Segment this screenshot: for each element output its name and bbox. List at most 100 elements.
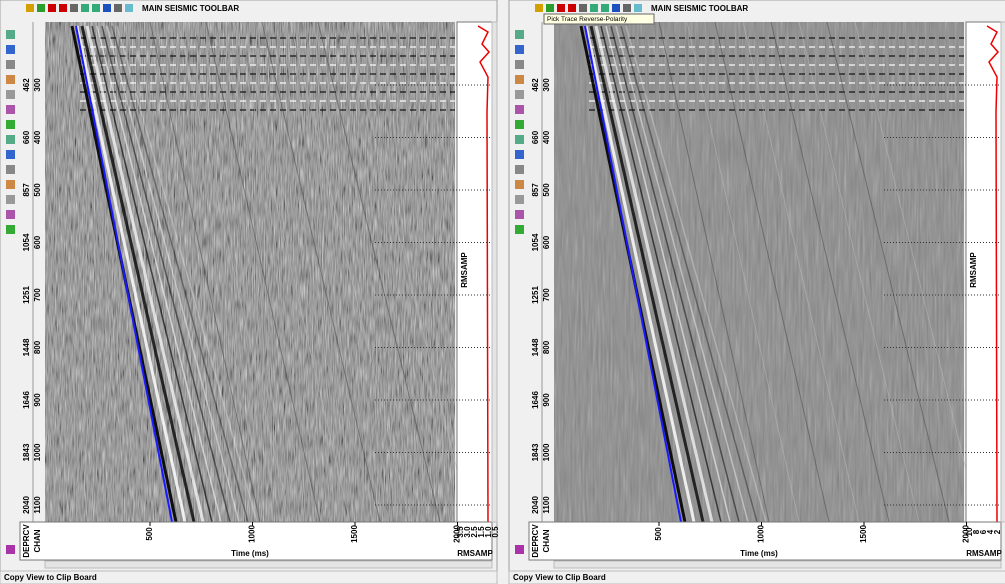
side-icon[interactable] <box>6 60 15 69</box>
chan-tick-label: 1000 <box>33 443 42 461</box>
side-icon[interactable] <box>6 90 15 99</box>
x-tick-label: 500 <box>145 527 154 541</box>
side-icon[interactable] <box>515 150 524 159</box>
side-icon[interactable] <box>6 180 15 189</box>
x-tick-label: 1000 <box>757 525 766 543</box>
toolbar-icon[interactable] <box>568 4 576 12</box>
status-text: Copy View to Clip Board <box>4 573 97 582</box>
toolbar-icon[interactable] <box>557 4 565 12</box>
side-icon[interactable] <box>6 150 15 159</box>
toolbar-icon[interactable] <box>48 4 56 12</box>
toolbar-icon[interactable] <box>37 4 45 12</box>
toolbar-icon[interactable] <box>70 4 78 12</box>
v-scrollbar[interactable] <box>492 22 497 522</box>
left-axis-label: DEPRCV <box>22 524 31 558</box>
side-icon[interactable] <box>515 120 524 129</box>
toolbar-icon[interactable] <box>92 4 100 12</box>
side-icon[interactable] <box>6 105 15 114</box>
h-scrollbar[interactable] <box>45 561 492 568</box>
side-icon[interactable] <box>515 75 524 84</box>
side-icon[interactable] <box>6 120 15 129</box>
toolbar-icon[interactable] <box>535 4 543 12</box>
side-icon[interactable] <box>6 210 15 219</box>
side-icon[interactable] <box>6 165 15 174</box>
deprcv-tick-label: 1646 <box>22 391 31 409</box>
chan-tick-label: 1100 <box>542 496 551 514</box>
seismic-noise <box>554 22 964 522</box>
deprcv-tick-label: 462 <box>22 78 31 92</box>
toolbar-icon[interactable] <box>59 4 67 12</box>
chan-tick-label: 600 <box>542 235 551 249</box>
toolbar-icon[interactable] <box>103 4 111 12</box>
chan-tick-label: 400 <box>542 130 551 144</box>
x-axis-label: Time (ms) <box>231 549 269 558</box>
x-tick-label: 1500 <box>859 525 868 543</box>
toolbar-title: MAIN SEISMIC TOOLBAR <box>142 4 239 13</box>
chan-tick-label: 500 <box>33 183 42 197</box>
v-scrollbar[interactable] <box>1001 22 1005 522</box>
side-icon[interactable] <box>6 45 15 54</box>
side-icon[interactable] <box>515 180 524 189</box>
left-axis-label: DEPRCV <box>531 524 540 558</box>
toolbar-icon[interactable] <box>81 4 89 12</box>
side-icon[interactable] <box>515 90 524 99</box>
rms-axis-label: RMSAMP <box>966 549 1002 558</box>
deprcv-tick-label: 1646 <box>531 391 540 409</box>
side-icon[interactable] <box>6 135 15 144</box>
toolbar-icon[interactable] <box>579 4 587 12</box>
side-icon[interactable] <box>6 225 15 234</box>
deprcv-tick-label: 857 <box>22 183 31 197</box>
chan-tick-label: 900 <box>542 393 551 407</box>
side-icon[interactable] <box>515 165 524 174</box>
deprcv-tick-label: 2040 <box>531 496 540 514</box>
side-icon[interactable] <box>6 30 15 39</box>
h-scrollbar[interactable] <box>554 561 1001 568</box>
toolbar-icon[interactable] <box>26 4 34 12</box>
deprcv-tick-label: 1054 <box>22 233 31 251</box>
chan-tick-label: 600 <box>33 235 42 249</box>
deprcv-tick-label: 1251 <box>531 286 540 304</box>
side-icon[interactable] <box>515 45 524 54</box>
chan-tick-label: 900 <box>33 393 42 407</box>
toolbar-icon[interactable] <box>114 4 122 12</box>
side-icon[interactable] <box>515 30 524 39</box>
x-axis-label: Time (ms) <box>740 549 778 558</box>
side-icon[interactable] <box>515 105 524 114</box>
rms-axis-label: RMSAMP <box>457 549 493 558</box>
chan-tick-label: 1000 <box>542 443 551 461</box>
side-icon[interactable] <box>515 210 524 219</box>
deprcv-tick-label: 1054 <box>531 233 540 251</box>
side-icon[interactable] <box>515 60 524 69</box>
seismic-noise <box>45 22 455 522</box>
side-icon[interactable] <box>515 195 524 204</box>
side-icon[interactable] <box>6 195 15 204</box>
deprcv-tick-label: 1251 <box>22 286 31 304</box>
chan-tick-label: 300 <box>542 78 551 92</box>
chan-tick-label: 500 <box>542 183 551 197</box>
rms-side-label: RMSAMP <box>969 252 978 288</box>
toolbar-icon[interactable] <box>601 4 609 12</box>
deprcv-tick-label: 660 <box>22 130 31 144</box>
deprcv-tick-label: 660 <box>531 130 540 144</box>
toolbar-icon[interactable] <box>125 4 133 12</box>
toolbar-icon[interactable] <box>623 4 631 12</box>
deprcv-tick-label: 462 <box>531 78 540 92</box>
toolbar-icon[interactable] <box>590 4 598 12</box>
chan-tick-label: 700 <box>33 288 42 302</box>
side-icon[interactable] <box>515 545 524 554</box>
deprcv-tick-label: 857 <box>531 183 540 197</box>
toolbar-icon[interactable] <box>634 4 642 12</box>
chan-tick-label: 800 <box>542 340 551 354</box>
side-icon[interactable] <box>515 225 524 234</box>
status-text: Copy View to Clip Board <box>513 573 606 582</box>
side-icon[interactable] <box>6 75 15 84</box>
chan-tick-label: 800 <box>33 340 42 354</box>
x-tick-label: 1000 <box>248 525 257 543</box>
toolbar-icon[interactable] <box>546 4 554 12</box>
chan-tick-label: 300 <box>33 78 42 92</box>
deprcv-tick-label: 1448 <box>531 338 540 356</box>
side-icon[interactable] <box>6 545 15 554</box>
side-icon[interactable] <box>515 135 524 144</box>
toolbar-icon[interactable] <box>612 4 620 12</box>
chan-tick-label: 400 <box>33 130 42 144</box>
